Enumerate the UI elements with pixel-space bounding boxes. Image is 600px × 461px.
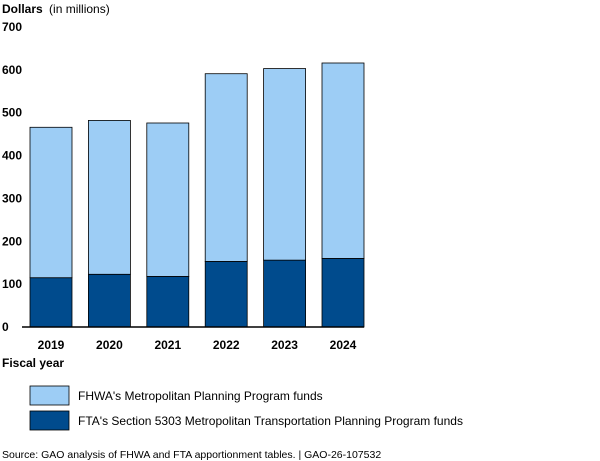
x-tick-label: 2019 [38,338,65,352]
legend-label: FHWA's Metropolitan Planning Program fun… [78,389,323,403]
legend: FHWA's Metropolitan Planning Program fun… [29,385,463,431]
bar-segment-fhwa [146,122,190,277]
y-tick-label: 400 [2,149,22,163]
y-tick-label: 100 [2,277,22,291]
bar-segment-fhwa [263,68,307,261]
y-tick-label: 0 [2,320,9,334]
bar-segment-fhwa [29,126,73,279]
bars [29,62,365,328]
x-tick-label: 2023 [271,338,298,352]
y-tick-label: 600 [2,63,22,77]
bar-segment-fta [88,273,131,328]
legend-label: FTA's Section 5303 Metropolitan Transpor… [78,414,463,428]
y-axis-title: Dollars (in millions) [2,2,110,16]
x-tick-label: 2022 [213,338,240,352]
x-tick-label: 2020 [96,338,123,352]
y-tick-label: 500 [2,106,22,120]
y-axis-ticks: 0 100 200 300 400 500 600 700 [2,20,22,334]
y-tick-label: 200 [2,234,22,248]
x-axis-ticks: 2019 2020 2021 2022 2023 2024 [38,338,357,352]
legend-swatch [29,410,70,431]
x-tick-label: 2021 [154,338,181,352]
bar-segment-fta [146,276,190,328]
legend-swatch [29,385,70,406]
bar-segment-fta [263,259,307,328]
bar-segment-fta [321,258,365,328]
x-tick-label: 2024 [330,338,357,352]
bar-segment-fhwa [88,120,131,275]
source-note: Source: GAO analysis of FHWA and FTA app… [2,449,381,461]
bar-segment-fta [204,261,248,328]
y-tick-label: 300 [2,191,22,205]
y-tick-label: 700 [2,20,22,34]
y-axis-title-bold: Dollars [2,2,43,16]
x-axis-title: Fiscal year [2,356,64,370]
bar-segment-fhwa [204,73,248,262]
y-axis-title-units: (in millions) [49,2,110,16]
bar-segment-fhwa [321,62,365,259]
bar-segment-fta [29,277,73,328]
